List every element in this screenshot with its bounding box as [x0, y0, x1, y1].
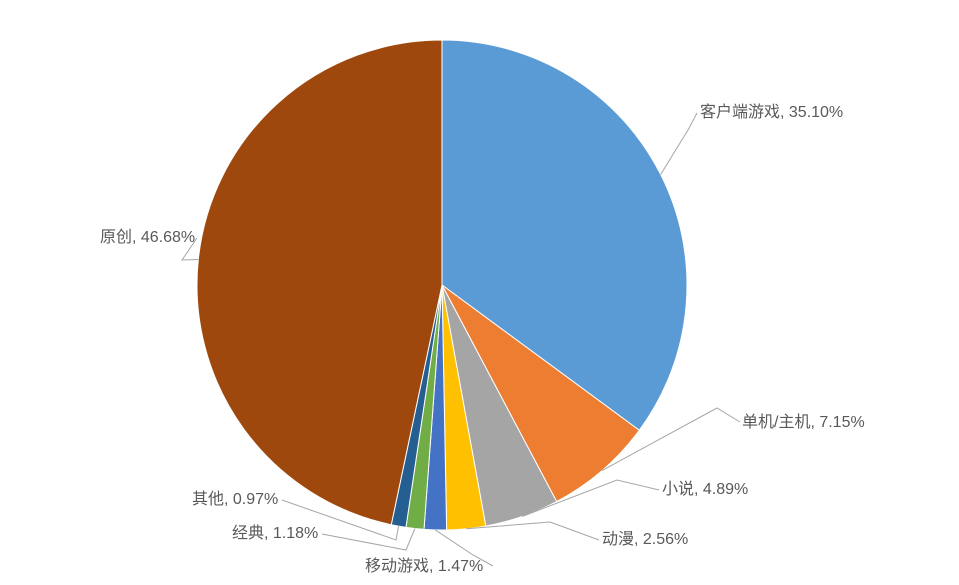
slice-label-classic: 经典, 1.18%	[232, 524, 318, 543]
pie-chart-container: 客户端游戏, 35.10% 单机/主机, 7.15% 小说, 4.89% 动漫,…	[0, 0, 959, 585]
pie-chart-svg	[0, 0, 959, 585]
pie-slice	[197, 40, 442, 525]
slice-label-novel: 小说, 4.89%	[662, 480, 748, 499]
slice-label-client-game: 客户端游戏, 35.10%	[700, 103, 843, 122]
leader-line	[661, 113, 697, 174]
slice-label-original: 原创, 46.68%	[100, 228, 195, 247]
slice-label-mobile-game: 移动游戏, 1.47%	[365, 557, 483, 576]
slice-label-console: 单机/主机, 7.15%	[742, 413, 865, 432]
slice-label-anime: 动漫, 2.56%	[602, 530, 688, 549]
slice-label-other: 其他, 0.97%	[192, 490, 278, 509]
leader-line	[322, 529, 415, 550]
